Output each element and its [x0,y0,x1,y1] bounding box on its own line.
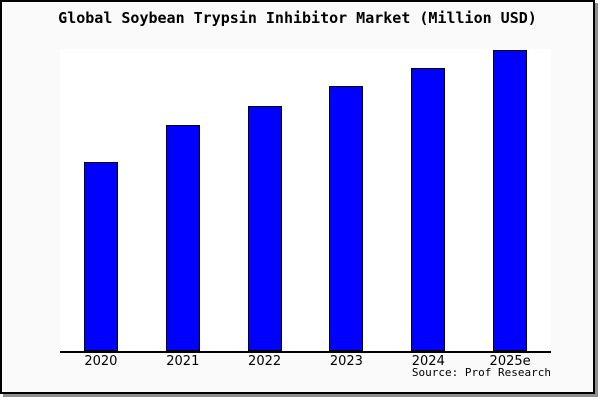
plot-area [60,49,551,353]
x-tick-label-2021: 2021 [166,354,200,369]
bar-2023 [329,86,364,351]
x-axis-ticks: 2020 2021 2022 2023 2024 2025e [60,354,551,370]
bar-2024 [411,68,446,351]
x-tick-label-2022: 2022 [248,354,282,369]
chart-title: Global Soybean Trypsin Inhibitor Market … [58,9,537,27]
bar-2020 [83,162,118,351]
x-tick-label-2025e: 2025e [489,354,531,369]
bar-2025e [493,50,528,351]
x-tick-label-2020: 2020 [84,354,118,369]
x-tick-label-2024: 2024 [411,354,445,369]
x-tick-label-2023: 2023 [329,354,363,369]
chart-card: Global Soybean Trypsin Inhibitor Market … [0,0,595,394]
source-credit: Source: Prof Research [411,366,551,379]
bar-2022 [247,106,282,351]
bar-2021 [165,125,200,351]
